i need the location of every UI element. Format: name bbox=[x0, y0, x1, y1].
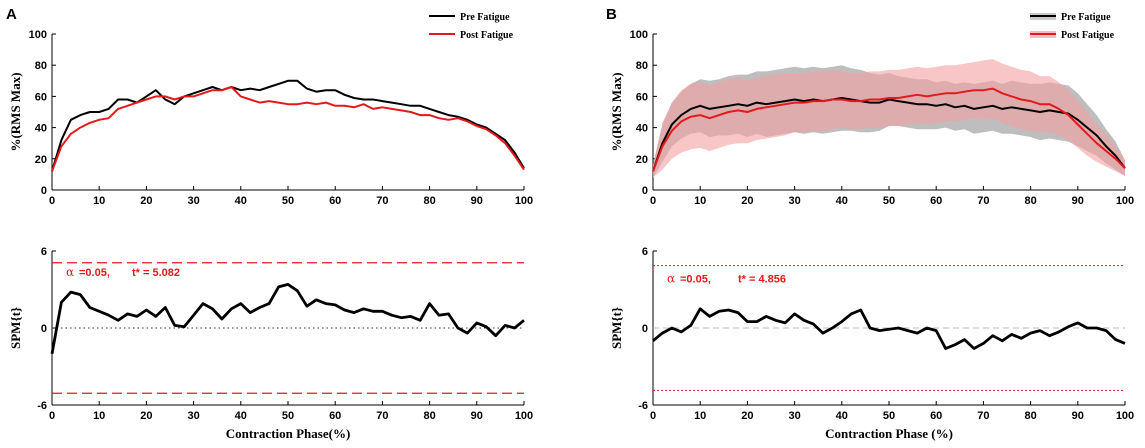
x-tick-label: 30 bbox=[187, 410, 199, 422]
x-tick-label: 80 bbox=[1024, 195, 1036, 207]
legend-label: Post Fatigue bbox=[460, 30, 514, 41]
alpha-value: =0.05, bbox=[79, 267, 110, 279]
x-tick-label: 40 bbox=[235, 410, 247, 422]
panel-label-b: B bbox=[606, 6, 617, 23]
alpha-value: =0.05, bbox=[680, 274, 711, 286]
x-tick-label: 50 bbox=[282, 195, 294, 207]
x-tick-label: 60 bbox=[329, 195, 341, 207]
legend-label: Pre Fatigue bbox=[460, 12, 510, 23]
legend-label: Pre Fatigue bbox=[1061, 12, 1111, 23]
y-axis-label: SPM{t} bbox=[609, 307, 624, 349]
x-tick-label: 40 bbox=[836, 195, 848, 207]
x-tick-label: 70 bbox=[977, 195, 989, 207]
x-tick-label: 60 bbox=[930, 410, 942, 422]
x-tick-label: 70 bbox=[977, 410, 989, 422]
x-tick-label: 90 bbox=[471, 195, 483, 207]
x-tick-label: 0 bbox=[650, 195, 656, 207]
chart-a-emg: 0 10 20 30 40 50 60 70 80 90 100 0 20 40 60 80 100 %(RMS … bbox=[8, 12, 533, 207]
x-tick-label: 50 bbox=[883, 410, 895, 422]
x-axis-label: Contraction Phase (%) bbox=[825, 426, 953, 441]
x-tick-label: 0 bbox=[49, 410, 55, 422]
y-tick-label: 100 bbox=[630, 29, 648, 41]
x-tick-label: 30 bbox=[187, 195, 199, 207]
x-tick-label: 20 bbox=[741, 410, 753, 422]
y-tick-label: 100 bbox=[29, 29, 47, 41]
series-line-post-fatigue bbox=[51, 86, 525, 172]
x-tick-label: 90 bbox=[1072, 195, 1084, 207]
x-tick-label: 100 bbox=[1116, 410, 1134, 422]
y-axis-label: %(RMS Max) bbox=[8, 72, 23, 151]
y-tick-label: 6 bbox=[41, 246, 47, 258]
x-tick-label: 100 bbox=[515, 410, 533, 422]
x-tick-label: 0 bbox=[49, 195, 55, 207]
x-tick-label: 70 bbox=[376, 195, 388, 207]
x-tick-label: 40 bbox=[836, 410, 848, 422]
y-tick-label: 80 bbox=[35, 60, 47, 72]
y-axis-label: SPM{t} bbox=[8, 307, 23, 349]
y-tick-label: 80 bbox=[636, 60, 648, 72]
x-tick-label: 50 bbox=[282, 410, 294, 422]
x-tick-label: 10 bbox=[93, 410, 105, 422]
x-tick-label: 90 bbox=[1072, 410, 1084, 422]
x-tick-label: 40 bbox=[235, 195, 247, 207]
t-star-value: t* = 5.082 bbox=[132, 267, 180, 279]
x-tick-label: 10 bbox=[694, 195, 706, 207]
x-tick-label: 50 bbox=[883, 195, 895, 207]
y-tick-label: 40 bbox=[35, 123, 47, 135]
series-line-pre-fatigue bbox=[652, 97, 1126, 172]
x-tick-label: 20 bbox=[140, 195, 152, 207]
y-tick-label: -6 bbox=[37, 400, 47, 412]
spm-t-curve bbox=[50, 283, 525, 354]
x-tick-label: 90 bbox=[471, 410, 483, 422]
x-tick-label: 10 bbox=[93, 195, 105, 207]
y-tick-label: 60 bbox=[35, 91, 47, 103]
y-tick-label: 0 bbox=[642, 323, 648, 335]
x-tick-label: 30 bbox=[788, 195, 800, 207]
chart-b-emg: 0 10 20 30 40 50 60 70 80 90 100 0 20 40 60 80 100 %(RMS … bbox=[609, 12, 1134, 207]
t-star-value: t* = 4.856 bbox=[738, 274, 786, 286]
series-line-post-fatigue bbox=[652, 87, 1126, 172]
y-tick-label: 40 bbox=[636, 123, 648, 135]
chart-a-spm: 0 10 20 30 40 50 60 70 80 90 100-606SPM{t}Contract… bbox=[8, 246, 533, 441]
x-tick-label: 0 bbox=[650, 410, 656, 422]
x-tick-label: 60 bbox=[930, 195, 942, 207]
y-tick-label: 6 bbox=[642, 246, 648, 258]
x-tick-label: 100 bbox=[515, 195, 533, 207]
spm-t-curve bbox=[652, 307, 1126, 350]
x-tick-label: 60 bbox=[329, 410, 341, 422]
x-tick-label: 70 bbox=[376, 410, 388, 422]
x-tick-label: 20 bbox=[140, 410, 152, 422]
x-tick-label: 80 bbox=[1024, 410, 1036, 422]
x-axis-label: Contraction Phase(%) bbox=[226, 426, 351, 441]
alpha-symbol: α bbox=[66, 265, 74, 279]
x-tick-label: 80 bbox=[423, 195, 435, 207]
y-tick-label: 0 bbox=[41, 323, 47, 335]
panel-label-a: A bbox=[6, 6, 17, 23]
alpha-symbol: α bbox=[667, 272, 675, 286]
x-tick-label: 20 bbox=[741, 195, 753, 207]
series-line-pre-fatigue bbox=[51, 79, 525, 172]
y-tick-label: 60 bbox=[636, 91, 648, 103]
y-tick-label: -6 bbox=[638, 400, 648, 412]
legend-label: Post Fatigue bbox=[1061, 30, 1115, 41]
y-tick-label: 20 bbox=[636, 154, 648, 166]
sd-band-post-fatigue bbox=[653, 59, 1125, 178]
y-tick-label: 0 bbox=[642, 185, 648, 197]
y-tick-label: 20 bbox=[35, 154, 47, 166]
x-tick-label: 30 bbox=[788, 410, 800, 422]
y-tick-label: 0 bbox=[41, 185, 47, 197]
x-tick-label: 80 bbox=[423, 410, 435, 422]
chart-b-spm: 0 10 20 30 40 50 60 70 80 90 100-606SPM{t}Contract… bbox=[609, 246, 1134, 441]
x-tick-label: 10 bbox=[694, 410, 706, 422]
x-tick-label: 100 bbox=[1116, 195, 1134, 207]
y-axis-label: %(RMS Max) bbox=[609, 72, 624, 151]
